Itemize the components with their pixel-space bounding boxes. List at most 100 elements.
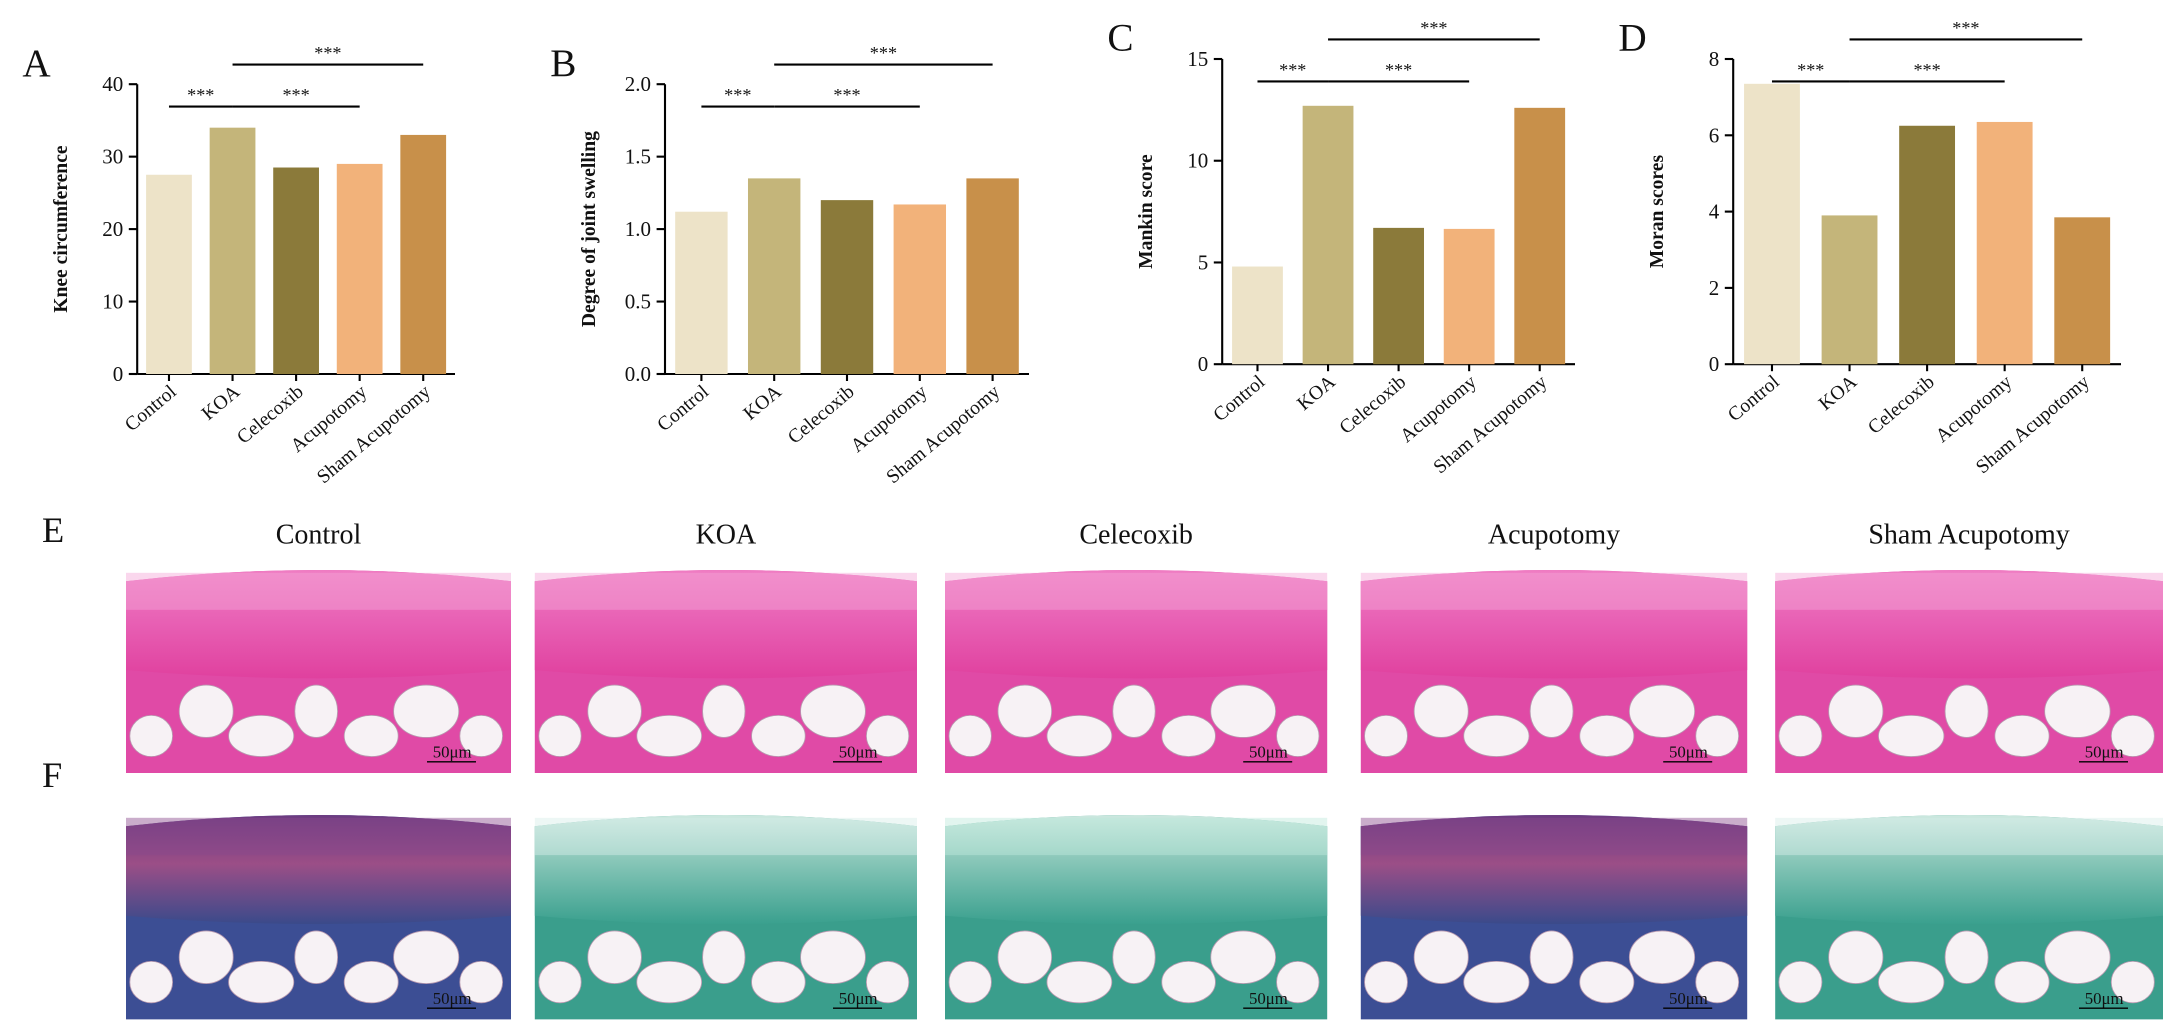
bar xyxy=(146,174,192,374)
bar xyxy=(893,204,947,374)
marrow-space xyxy=(636,714,703,757)
bar xyxy=(675,211,728,374)
marrow-space xyxy=(538,960,582,1004)
marrow-space xyxy=(587,930,642,984)
histology-image: 50μm xyxy=(1775,570,2163,773)
histology-image: 50μm xyxy=(534,815,917,1020)
marrow-space xyxy=(1463,960,1530,1004)
bar xyxy=(820,200,874,374)
histology-image: 50μm xyxy=(945,570,1328,773)
marrow-space xyxy=(178,930,234,984)
marrow-space xyxy=(800,684,866,738)
cartilage-layer xyxy=(534,570,917,679)
cartilage-top xyxy=(945,572,1328,610)
y-tick-label: 30 xyxy=(102,145,123,169)
significance-label: *** xyxy=(282,85,309,105)
panel-letter: A xyxy=(22,42,51,85)
marrow-space xyxy=(393,930,460,984)
y-tick-label: 15 xyxy=(1187,47,1208,71)
column-title: Control xyxy=(276,519,362,550)
marrow-space xyxy=(1364,960,1408,1004)
marrow-space xyxy=(1529,684,1574,738)
panel-letter: D xyxy=(1618,17,1646,60)
histology-image: 50μm xyxy=(1775,815,2163,1020)
marrow-space xyxy=(1161,714,1216,757)
marrow-space xyxy=(1878,960,1945,1004)
y-tick-label: 10 xyxy=(1187,149,1208,173)
scale-bar-label: 50μm xyxy=(1249,743,1288,762)
bar xyxy=(1373,227,1425,365)
panel-letter: C xyxy=(1107,17,1133,60)
marrow-space xyxy=(294,684,339,738)
marrow-space xyxy=(1046,714,1113,757)
marrow-space xyxy=(1463,714,1530,757)
marrow-space xyxy=(2110,714,2155,757)
marrow-space xyxy=(538,714,582,757)
y-tick-label: 5 xyxy=(1198,250,1209,274)
marrow-space xyxy=(1778,714,1823,757)
scale-bar-label: 50μm xyxy=(1669,989,1708,1008)
bar xyxy=(209,127,256,374)
y-tick-label: 8 xyxy=(1709,47,1720,71)
y-tick-label: 2 xyxy=(1709,276,1720,300)
x-tick-label: Control xyxy=(1210,371,1270,426)
marrow-space xyxy=(1828,684,1884,738)
marrow-space xyxy=(1695,714,1740,757)
histology-image: 50μm xyxy=(534,570,917,773)
y-axis-label: Knee circumference xyxy=(51,145,72,313)
scale-bar-label: 50μm xyxy=(1669,743,1708,762)
y-tick-label: 0 xyxy=(1709,352,1720,376)
marrow-space xyxy=(343,714,399,757)
bar xyxy=(1744,83,1800,365)
marrow-space xyxy=(1579,714,1635,757)
x-tick-label: KOA xyxy=(740,381,786,424)
column-title: Acupotomy xyxy=(1488,519,1620,550)
bar xyxy=(2054,217,2111,365)
scale-bar-label: 50μm xyxy=(433,743,472,762)
bar xyxy=(1514,107,1566,365)
x-tick-label: Control xyxy=(654,381,714,436)
cartilage-layer xyxy=(1775,570,2163,679)
x-tick-label: Control xyxy=(1724,371,1784,426)
marrow-space xyxy=(948,960,992,1004)
significance-label: *** xyxy=(1797,60,1824,80)
cartilage-layer xyxy=(1360,815,1748,925)
histology-image: 50μm xyxy=(1360,815,1748,1020)
y-tick-label: 10 xyxy=(102,290,123,314)
marrow-space xyxy=(1413,930,1469,984)
panel-letter: B xyxy=(550,42,576,85)
cartilage-top xyxy=(1360,572,1748,610)
x-tick-label: KOA xyxy=(1294,372,1340,415)
marrow-space xyxy=(997,930,1053,984)
marrow-space xyxy=(343,960,399,1004)
marrow-space xyxy=(1944,930,1989,984)
row-letter: E xyxy=(42,510,64,550)
y-tick-label: 20 xyxy=(102,217,123,241)
bar xyxy=(747,178,801,374)
marrow-space xyxy=(1628,930,1696,984)
marrow-space xyxy=(228,714,295,757)
marrow-space xyxy=(178,684,234,738)
marrow-space xyxy=(1529,930,1574,984)
significance-label: *** xyxy=(833,85,860,105)
cartilage-top xyxy=(1360,817,1748,856)
marrow-space xyxy=(1276,960,1320,1004)
histology-image: 50μm xyxy=(1360,570,1748,773)
y-tick-label: 1.0 xyxy=(625,217,651,241)
marrow-space xyxy=(636,960,703,1004)
marrow-space xyxy=(997,684,1053,738)
y-tick-label: 0.5 xyxy=(625,290,651,314)
marrow-space xyxy=(1210,684,1277,738)
marrow-space xyxy=(1878,714,1945,757)
marrow-space xyxy=(800,930,866,984)
marrow-space xyxy=(393,684,460,738)
column-title: KOA xyxy=(696,519,757,550)
marrow-space xyxy=(1210,930,1277,984)
cartilage-layer xyxy=(126,570,511,679)
bar xyxy=(1899,125,1956,365)
y-tick-label: 2.0 xyxy=(625,72,651,96)
cartilage-top xyxy=(1775,817,2163,856)
significance-label: *** xyxy=(187,85,214,105)
bar xyxy=(336,163,383,374)
